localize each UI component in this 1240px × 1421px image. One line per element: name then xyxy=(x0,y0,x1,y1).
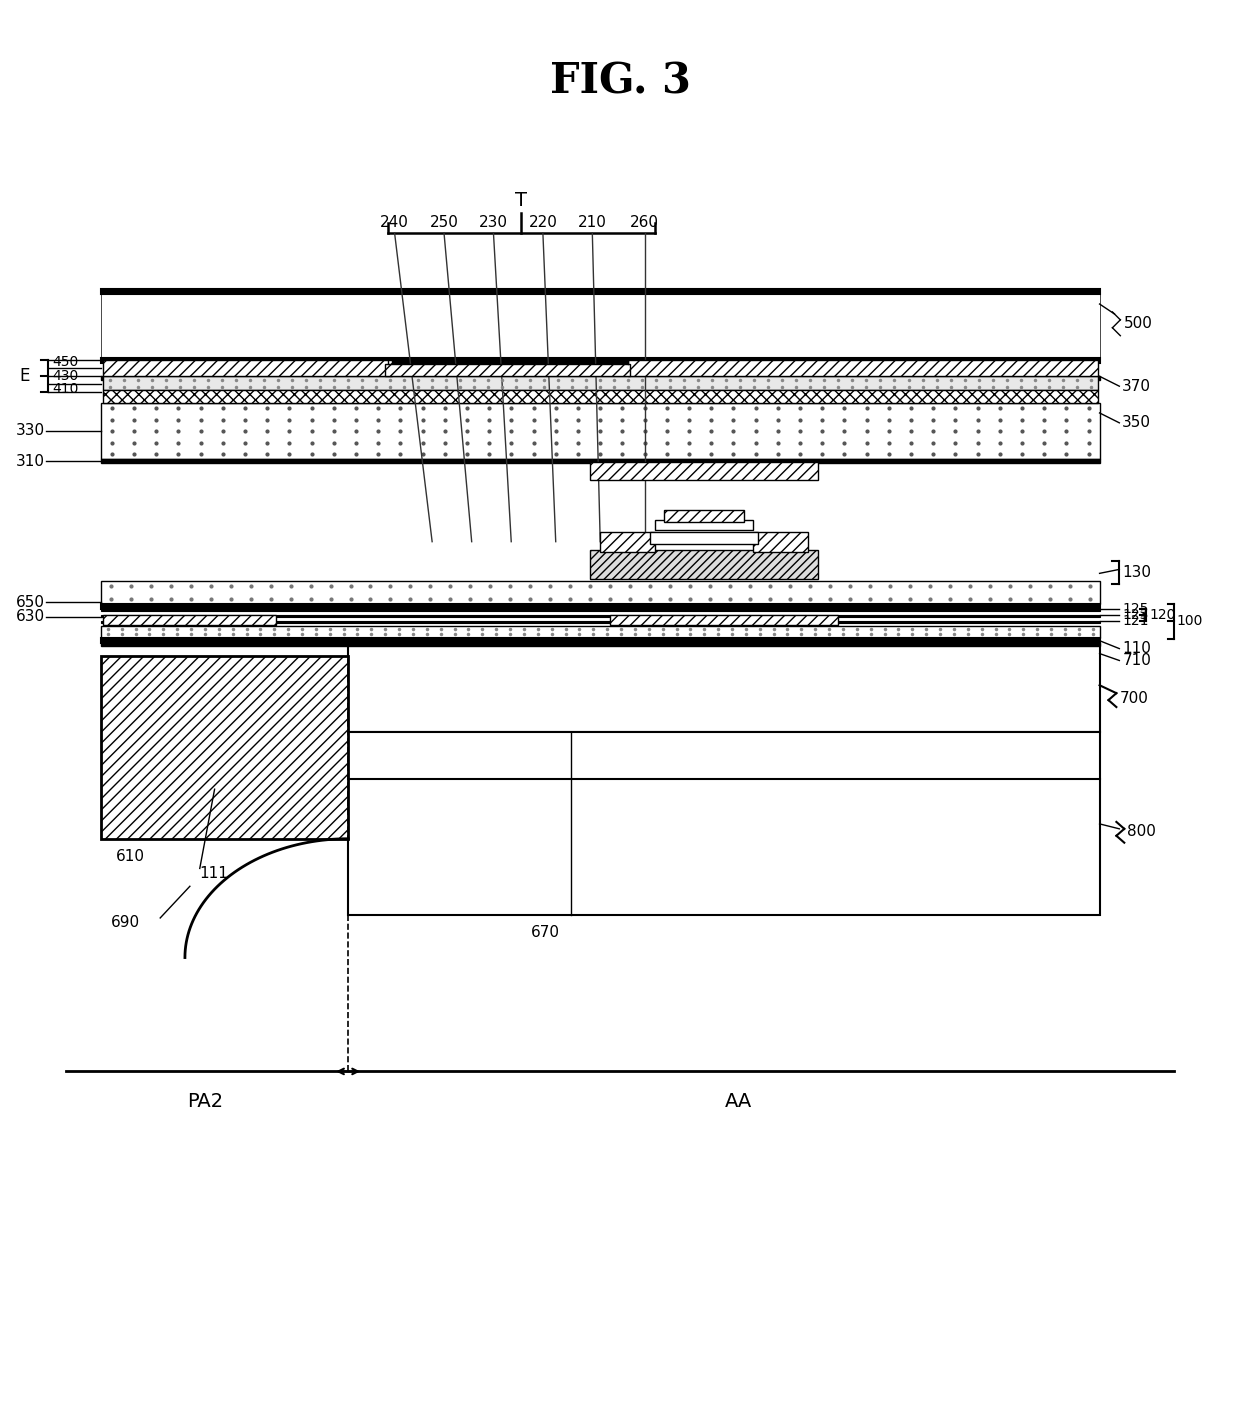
Text: 450: 450 xyxy=(52,355,78,369)
Bar xyxy=(100,625,1100,638)
Bar xyxy=(590,550,817,580)
Bar xyxy=(100,621,1100,622)
Text: 123: 123 xyxy=(1122,608,1148,622)
Text: E: E xyxy=(20,367,30,385)
Bar xyxy=(100,638,1100,642)
Text: T: T xyxy=(515,190,527,209)
Text: 700: 700 xyxy=(1120,691,1148,706)
Text: 230: 230 xyxy=(479,216,508,230)
Bar xyxy=(100,655,348,838)
Text: 250: 250 xyxy=(429,216,459,230)
Text: 710: 710 xyxy=(1122,654,1151,668)
Bar xyxy=(665,510,744,522)
Bar xyxy=(100,358,1100,364)
Text: 260: 260 xyxy=(630,216,660,230)
Text: 350: 350 xyxy=(1122,415,1151,431)
Text: 220: 220 xyxy=(528,216,557,230)
Text: 110: 110 xyxy=(1122,641,1151,657)
Bar xyxy=(100,615,1100,617)
Text: 670: 670 xyxy=(532,925,560,941)
Text: 430: 430 xyxy=(52,369,78,384)
Bar xyxy=(590,462,817,480)
Bar xyxy=(100,642,1100,645)
Text: PA2: PA2 xyxy=(187,1091,223,1111)
Bar xyxy=(100,288,1100,294)
Text: 130: 130 xyxy=(1122,566,1151,580)
Text: 370: 370 xyxy=(1122,379,1151,394)
Text: 690: 690 xyxy=(110,915,140,931)
Text: 610: 610 xyxy=(115,850,145,864)
Bar xyxy=(100,404,1100,459)
Text: FIG. 3: FIG. 3 xyxy=(549,60,691,102)
Bar xyxy=(655,520,754,530)
Text: 650: 650 xyxy=(16,594,45,610)
Bar xyxy=(754,531,808,551)
Text: 630: 630 xyxy=(15,610,45,624)
Bar xyxy=(103,391,1097,404)
Text: 310: 310 xyxy=(16,453,45,469)
Bar xyxy=(100,377,1100,381)
Bar xyxy=(650,531,759,544)
Text: AA: AA xyxy=(725,1091,753,1111)
Bar xyxy=(100,610,1100,611)
Text: 121: 121 xyxy=(1122,614,1148,628)
Text: 410: 410 xyxy=(52,382,79,396)
Text: 111: 111 xyxy=(200,865,228,881)
Text: 800: 800 xyxy=(1127,824,1156,840)
Text: 100: 100 xyxy=(1177,614,1203,628)
Bar xyxy=(100,294,1100,358)
Bar xyxy=(384,364,630,377)
Bar xyxy=(100,581,1100,604)
Text: 500: 500 xyxy=(1125,317,1153,331)
Bar xyxy=(100,459,1100,463)
Bar xyxy=(103,361,392,377)
Bar xyxy=(103,377,1097,391)
Bar xyxy=(348,642,1100,732)
Bar xyxy=(610,615,837,625)
Bar xyxy=(627,361,1097,377)
Text: 330: 330 xyxy=(15,423,45,438)
Text: 120: 120 xyxy=(1149,608,1176,622)
Text: 240: 240 xyxy=(381,216,409,230)
Bar xyxy=(103,615,275,625)
Bar xyxy=(600,531,655,551)
Text: 210: 210 xyxy=(578,216,606,230)
Bar xyxy=(348,732,1100,915)
Text: 125: 125 xyxy=(1122,603,1148,615)
Bar xyxy=(100,604,1100,610)
